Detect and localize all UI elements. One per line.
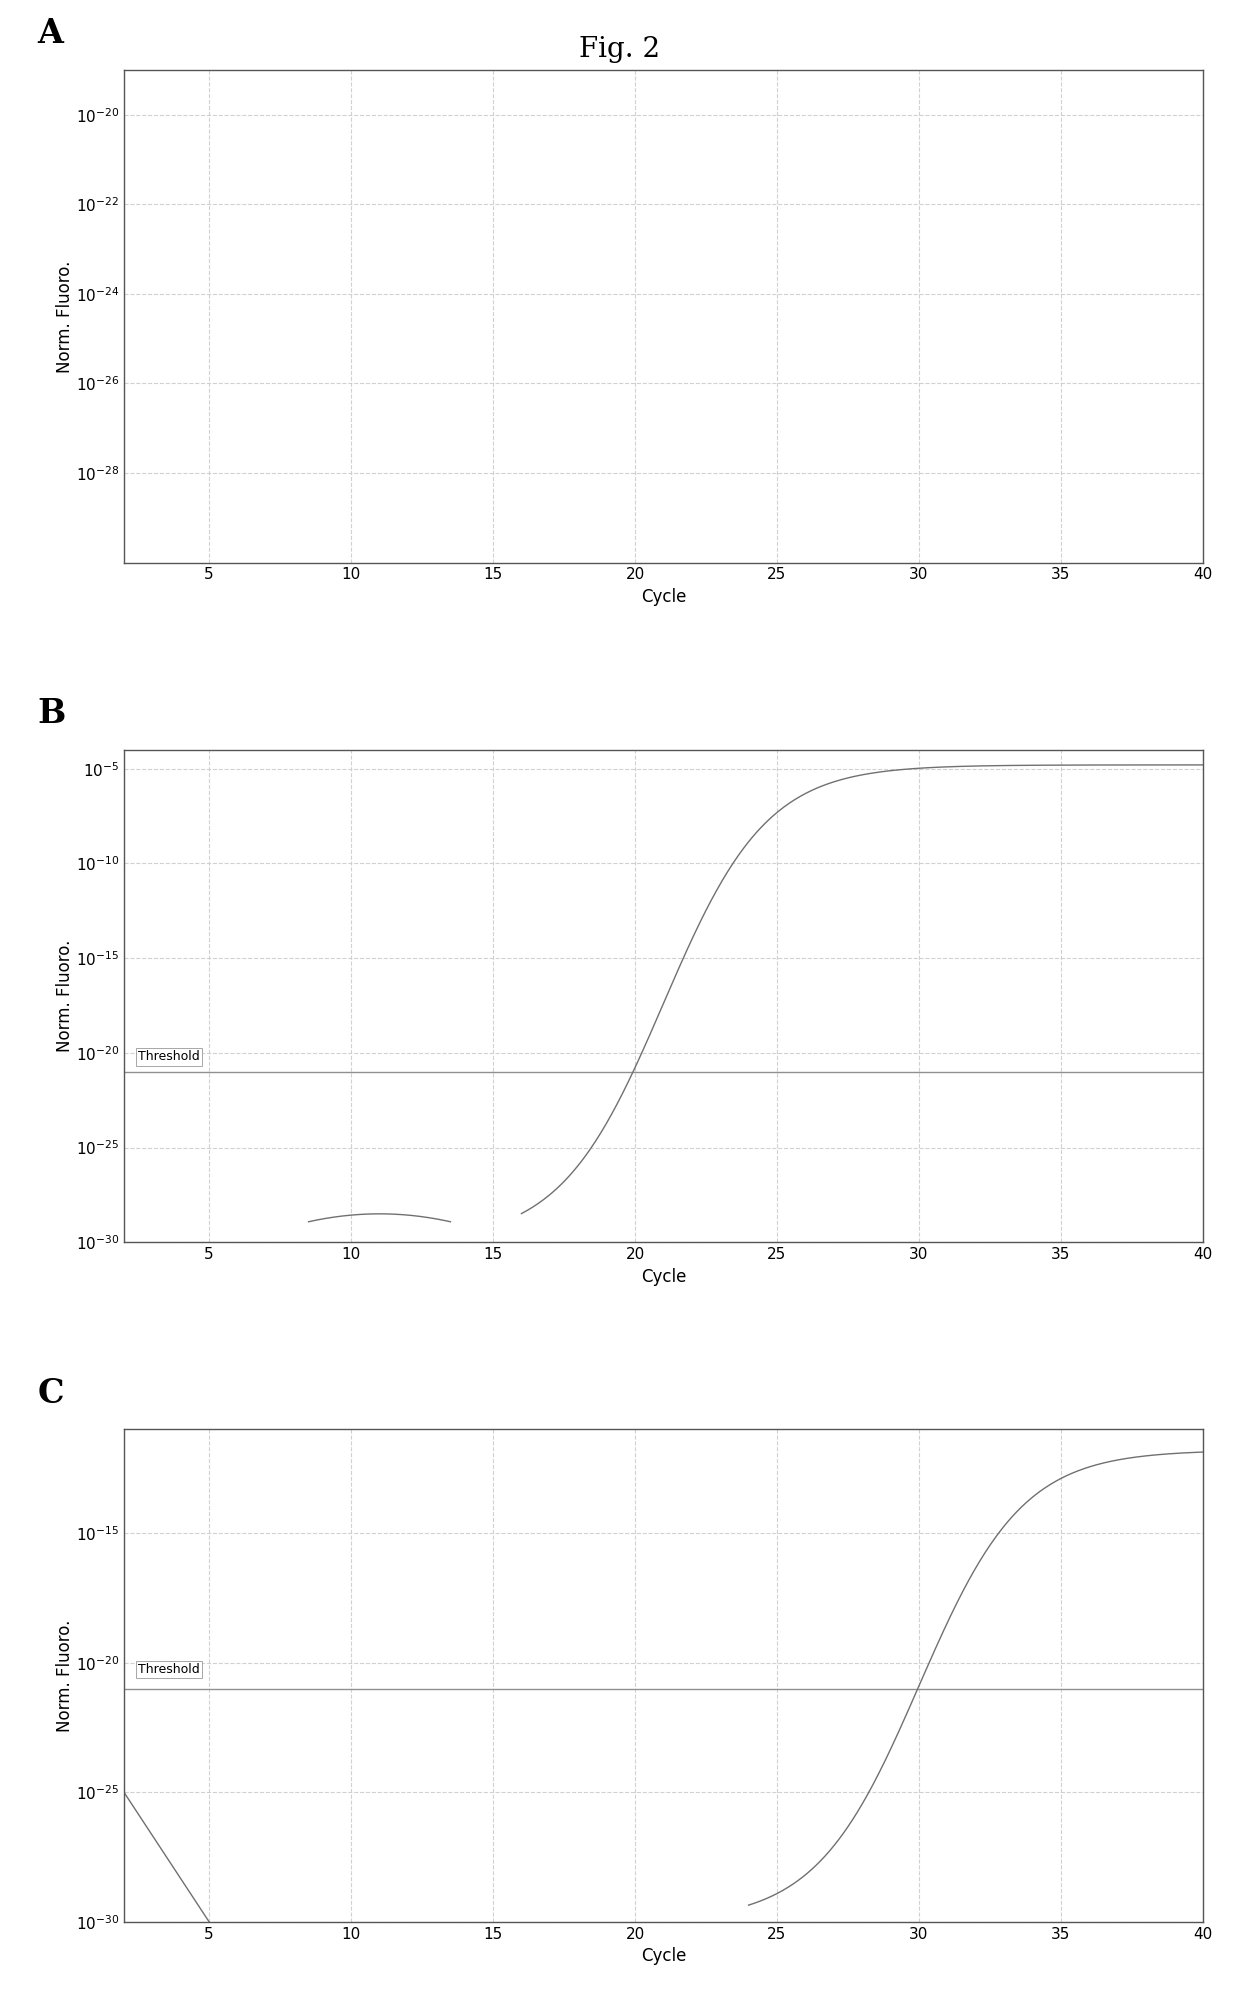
X-axis label: Cycle: Cycle <box>641 1948 686 1966</box>
Y-axis label: Norm. Fluoro.: Norm. Fluoro. <box>56 260 74 372</box>
Text: A: A <box>37 18 63 50</box>
Text: Threshold: Threshold <box>138 1051 200 1063</box>
Y-axis label: Norm. Fluoro.: Norm. Fluoro. <box>56 1620 74 1732</box>
Text: C: C <box>37 1377 64 1409</box>
Text: B: B <box>37 697 66 731</box>
X-axis label: Cycle: Cycle <box>641 1267 686 1285</box>
X-axis label: Cycle: Cycle <box>641 589 686 607</box>
Y-axis label: Norm. Fluoro.: Norm. Fluoro. <box>56 939 74 1053</box>
Text: Threshold: Threshold <box>138 1664 200 1676</box>
Text: Fig. 2: Fig. 2 <box>579 36 661 62</box>
